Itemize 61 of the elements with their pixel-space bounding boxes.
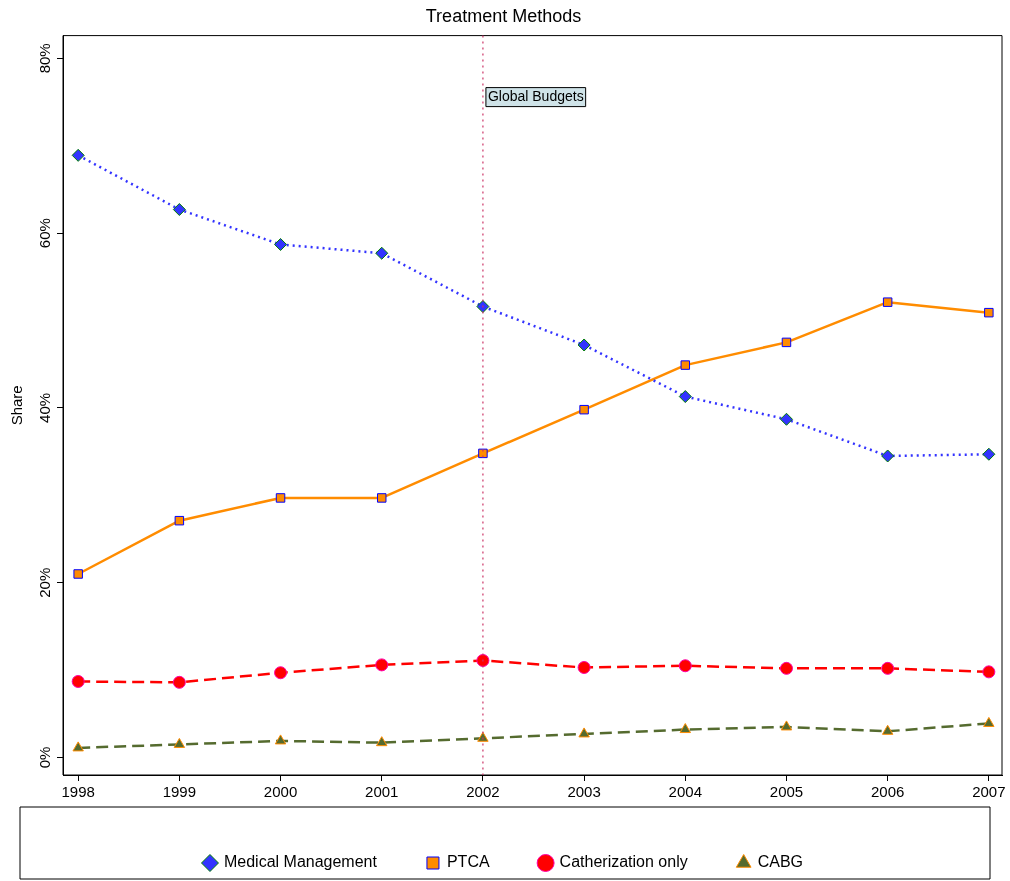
point [881,724,894,735]
point [780,720,793,731]
x-tick-label: 2005 [769,783,804,801]
point [882,297,893,307]
point [578,727,590,738]
point [679,723,691,734]
y-tick-label: 20% [35,567,53,598]
point [275,493,286,503]
point [173,737,186,748]
ref-line-label: Global Budgets [487,88,584,105]
y-tick-label: 40% [35,392,53,423]
point [478,448,488,459]
point [678,390,692,404]
x-tick-label: 2003 [567,783,601,801]
point [983,716,995,727]
point [577,661,591,674]
legend-label: Catherization only [559,853,688,871]
x-tick-label: 2006 [870,783,905,801]
y-axis-title: Share [8,385,26,426]
legend-label: PTCA [446,853,490,871]
point [72,741,84,752]
point [982,447,996,461]
point [881,661,895,675]
point [781,337,792,348]
x-tick-label: 2002 [466,783,500,801]
point [172,203,186,217]
point [274,734,287,745]
point [476,300,490,314]
point [779,412,793,426]
chart-title: Treatment Methods [425,5,582,26]
point [71,674,85,688]
point [984,307,994,318]
point [172,675,186,689]
point [174,515,185,526]
point [476,654,490,668]
x-tick-label: 2001 [365,783,399,801]
x-tick-label: 1998 [61,783,95,801]
point [881,449,895,463]
point [71,148,85,162]
x-tick-label: 2004 [668,783,702,801]
point [73,569,83,579]
point [680,360,691,370]
point [274,237,288,251]
point [376,736,388,747]
point [376,493,387,503]
point [274,666,288,680]
x-tick-label: 2000 [263,783,298,801]
x-tick-label: 1999 [162,783,197,801]
y-tick-label: 80% [35,43,53,74]
legend-label: CABG [757,853,804,871]
point [577,338,591,352]
x-tick-label: 2007 [972,783,1006,801]
point [375,246,389,260]
y-tick-label: 60% [35,218,53,249]
point [678,659,692,673]
y-tick-label: 0% [35,746,53,769]
point [982,665,996,679]
point [779,661,793,675]
point [375,658,389,672]
legend-label: Medical Management [223,853,378,871]
point [579,404,589,415]
